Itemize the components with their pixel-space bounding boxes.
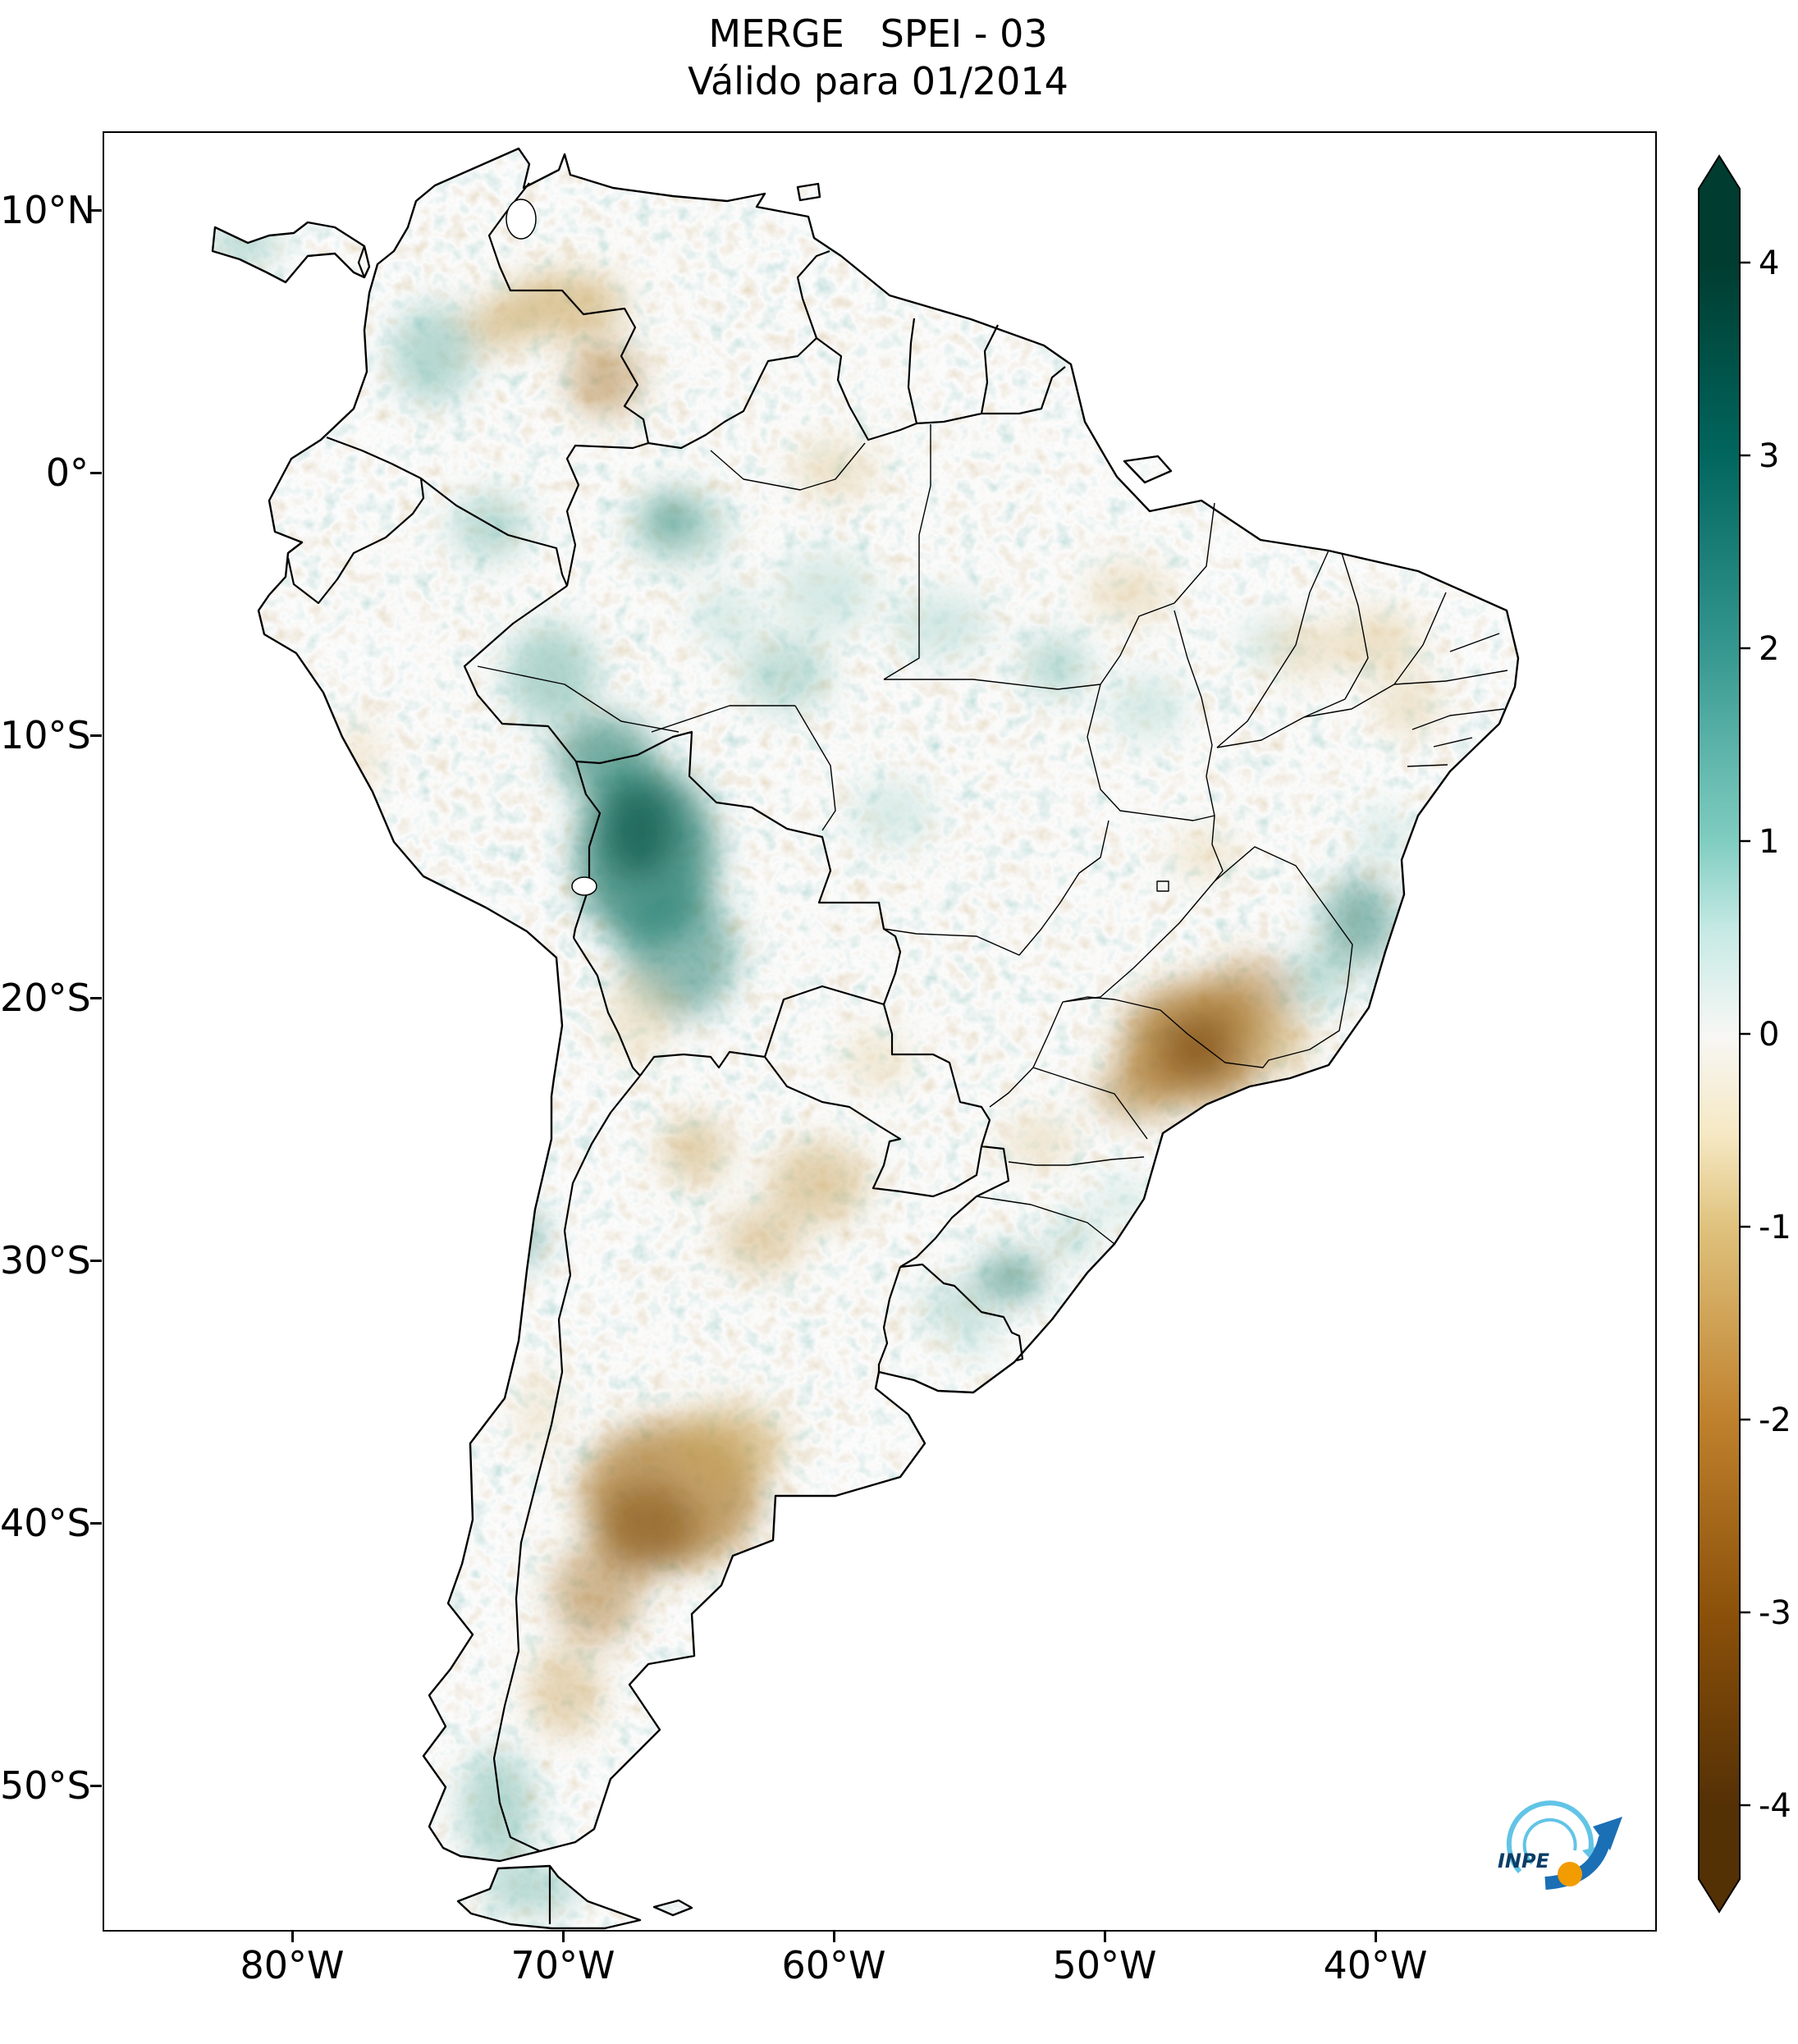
country-borders	[286, 182, 1066, 1924]
colorbar-tick-label: 0	[1759, 1016, 1779, 1054]
spei-field	[213, 149, 1518, 1928]
x-axis-tick-label: 40°W	[1323, 1943, 1428, 1987]
colorbar-tick-label: -3	[1759, 1594, 1791, 1632]
colorbar-tick-label: -4	[1759, 1787, 1791, 1825]
x-axis-tick-mark	[1104, 1931, 1106, 1942]
y-axis-tick-mark	[90, 1522, 102, 1525]
y-axis-tick-mark	[90, 997, 102, 999]
inpe-logo: INPE	[1498, 1800, 1622, 1890]
y-axis-tick-mark	[90, 472, 102, 474]
colorbar-tick-label: 1	[1759, 823, 1779, 861]
colorbar-outline	[1698, 154, 1741, 1914]
spei-anomaly-blobs	[213, 223, 1442, 1914]
colorbar-tick-marks	[1740, 261, 1750, 1807]
colorbar-tick-label: 2	[1759, 630, 1779, 668]
y-axis-tick-mark	[90, 734, 102, 737]
y-axis-tick-label: 40°S	[0, 1501, 91, 1545]
colorbar-tick-label: -1	[1759, 1209, 1791, 1246]
figure-title: MERGE SPEI - 03	[708, 11, 1048, 56]
x-axis-tick-mark	[562, 1931, 565, 1942]
colorbar-tick-label: -2	[1759, 1402, 1791, 1439]
colorbar-tick-labels: 4 3 2 1 0 -1 -2 -3 -4	[1759, 245, 1791, 1825]
y-axis-tick-label: 10°S	[0, 713, 91, 757]
y-axis-tick-label: 50°S	[0, 1763, 91, 1808]
x-axis-tick-mark	[1375, 1931, 1377, 1942]
y-axis-tick-label: 0°	[45, 450, 89, 495]
coastline	[211, 147, 1520, 1930]
x-axis-tick-label: 70°W	[510, 1943, 615, 1987]
lakes	[506, 199, 597, 896]
map-svg	[211, 147, 1520, 1930]
logo-outer-swirl	[1506, 1800, 1594, 1874]
y-axis-tick-mark	[90, 1785, 102, 1787]
lake-maracaibo	[506, 199, 537, 240]
colorbar-tick-label: 3	[1759, 437, 1779, 475]
y-axis-tick-label: 20°S	[0, 976, 91, 1020]
y-axis-tick-mark	[90, 1260, 102, 1262]
figure-subtitle: Válido para 01/2014	[688, 59, 1068, 103]
x-axis-tick-label: 60°W	[781, 1943, 886, 1987]
spei-negative-anomalies	[338, 272, 1442, 1737]
lake-titicaca	[571, 876, 597, 896]
logo-text: INPE	[1498, 1850, 1550, 1873]
spei-noise-texture	[213, 149, 1518, 1928]
y-axis-tick-label: 10°N	[0, 188, 95, 232]
logo-orange-dot-icon	[1558, 1862, 1582, 1886]
logo-blue-arrowhead-icon	[1593, 1817, 1622, 1850]
y-axis-tick-label: 30°S	[0, 1238, 91, 1283]
colorbar-tick-label: 4	[1759, 245, 1779, 282]
x-axis-tick-label: 50°W	[1052, 1943, 1157, 1987]
x-axis-tick-mark	[833, 1931, 835, 1942]
colorbar-gradient	[1699, 189, 1740, 1879]
x-axis-tick-mark	[291, 1931, 294, 1942]
colorbar: 4 3 2 1 0 -1 -2 -3 -4	[1698, 154, 1791, 1914]
logo-blue-arrow-icon	[1544, 1836, 1612, 1890]
y-axis-tick-mark	[90, 209, 102, 212]
colorbar-extend-max-arrow	[1699, 156, 1740, 189]
logo-inner-swirl	[1522, 1818, 1577, 1865]
colorbar-extend-min-arrow	[1699, 1879, 1740, 1912]
state-borders	[477, 424, 1508, 1245]
map-plot	[103, 131, 1657, 1932]
x-axis-tick-label: 80°W	[240, 1943, 345, 1987]
